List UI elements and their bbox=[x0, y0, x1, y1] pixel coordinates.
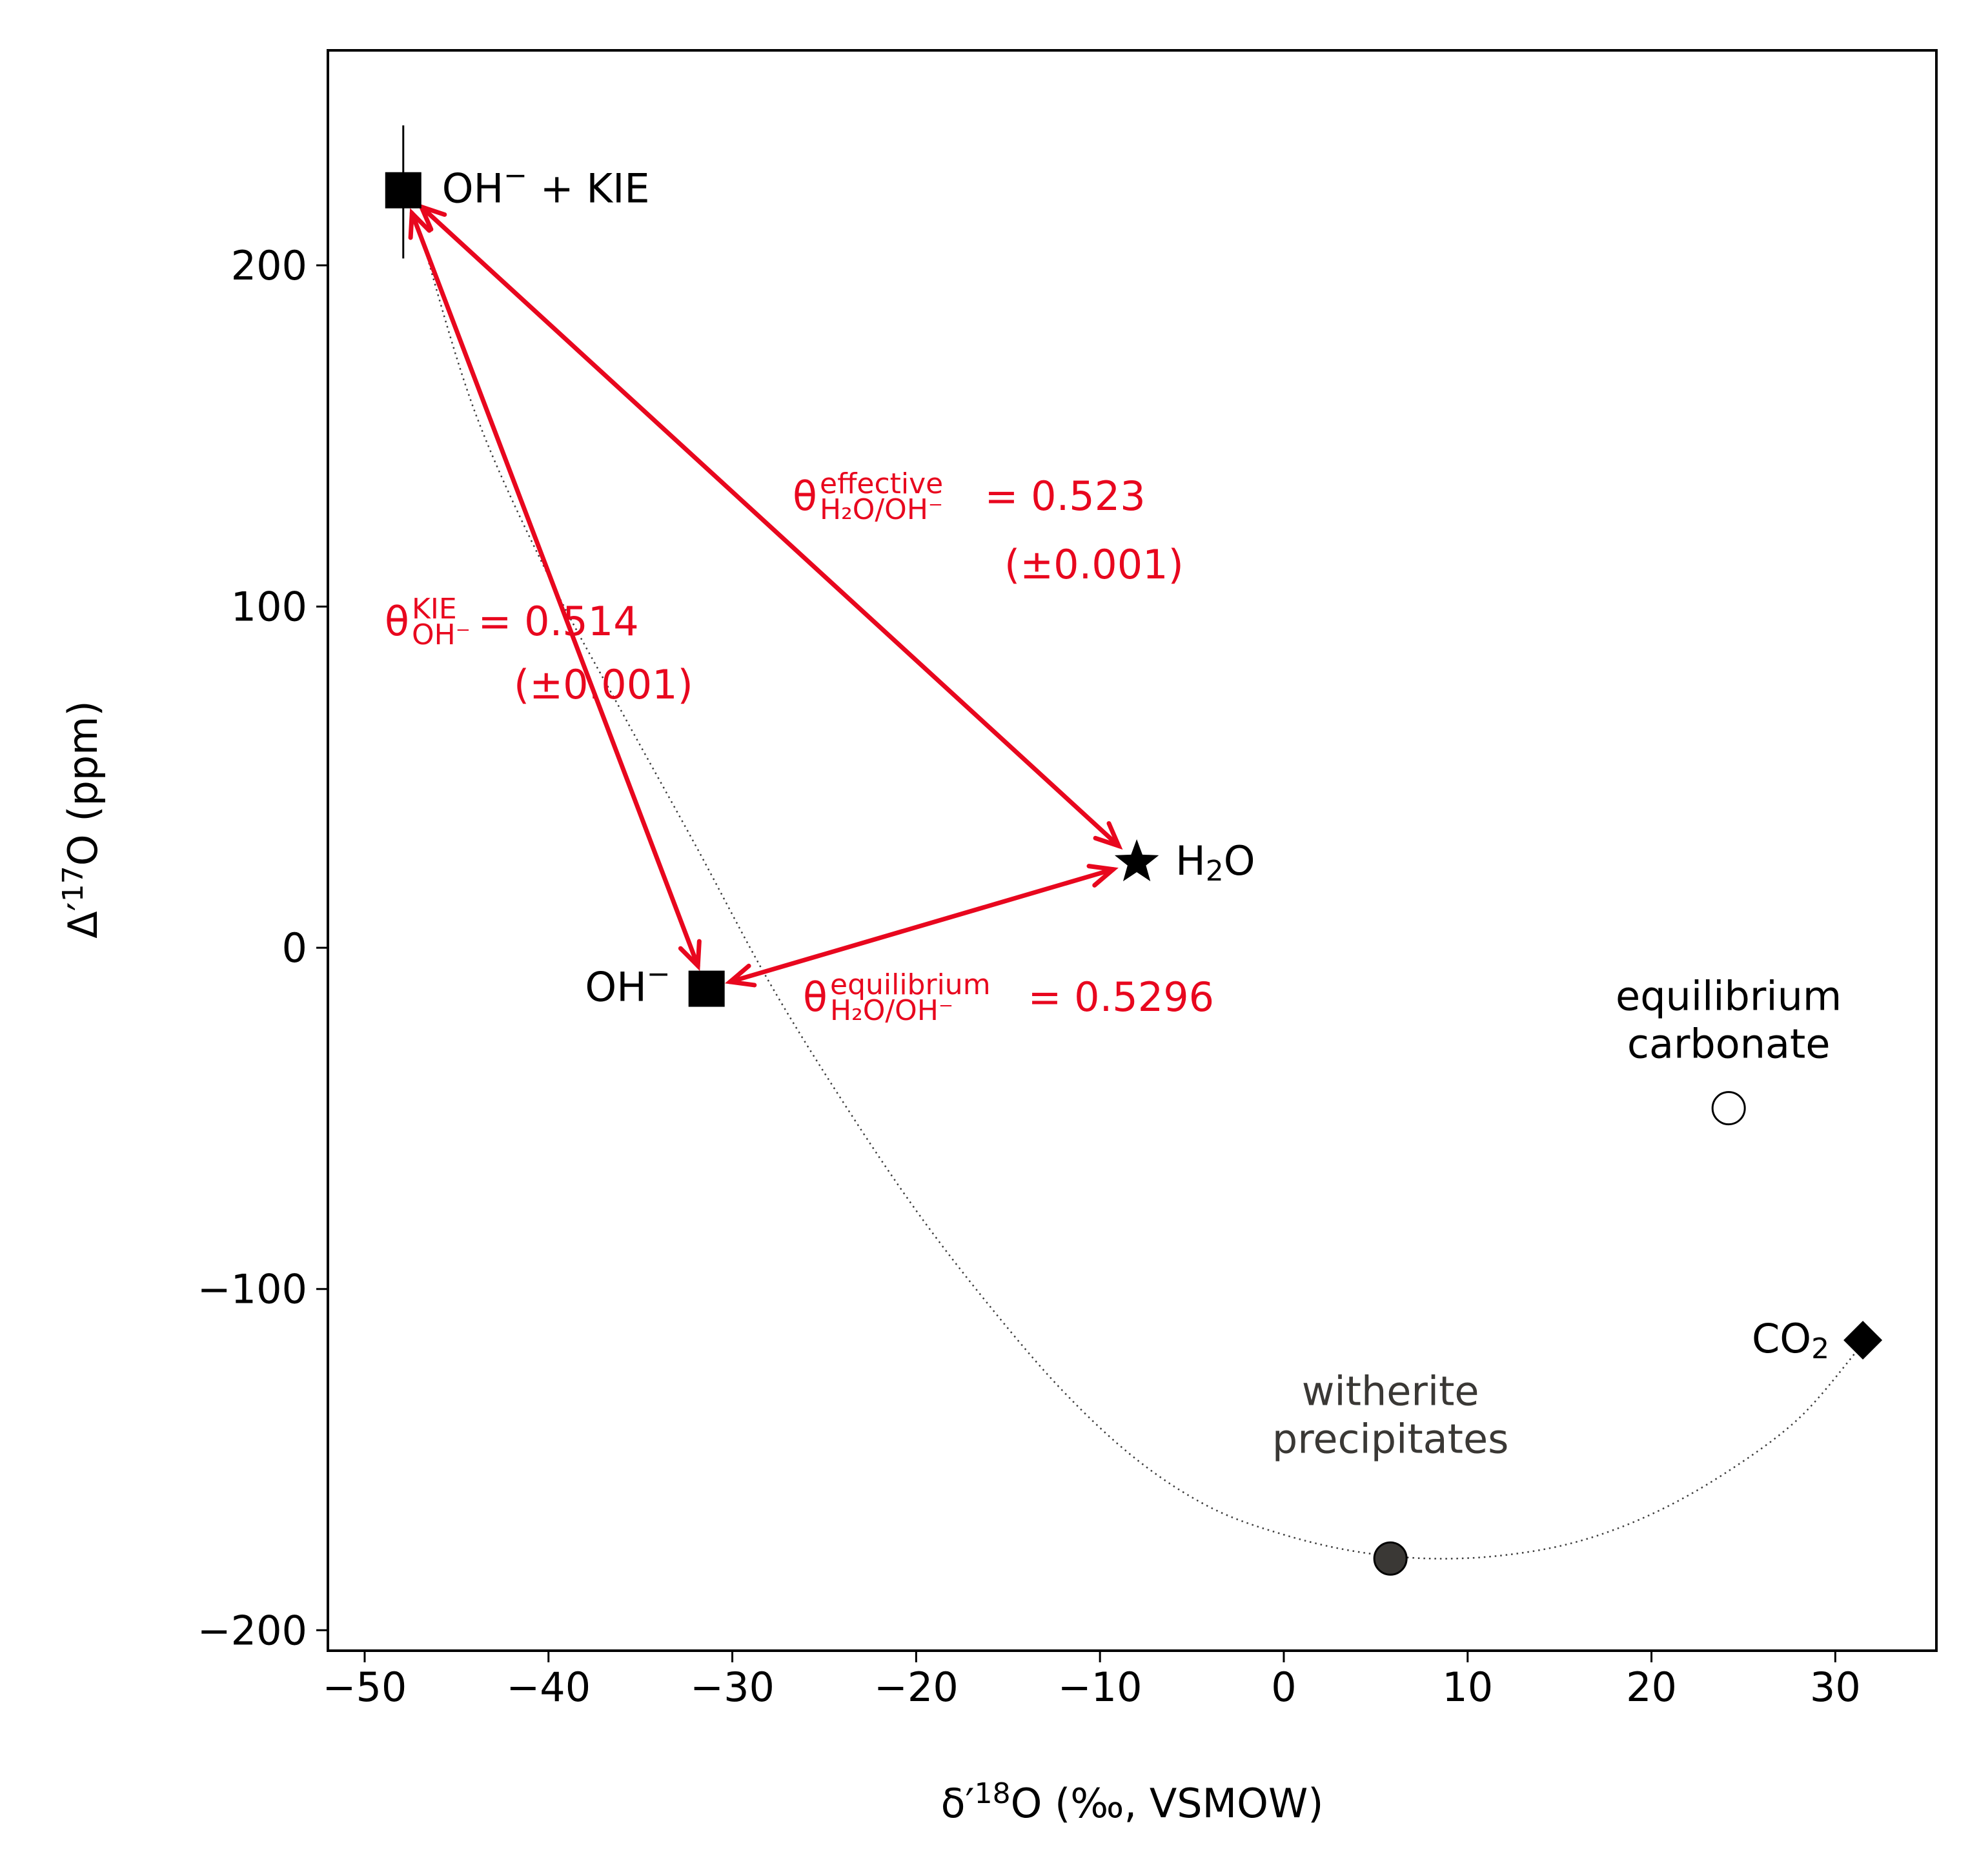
label-h2o-base: H bbox=[1175, 837, 1206, 884]
x-axis-title-sup: 18 bbox=[975, 1777, 1011, 1810]
annotation-theta-effective-value: = 0.523 bbox=[985, 473, 1146, 520]
arrow-equilibrium-head-start bbox=[724, 963, 757, 988]
annotation-theta-kie-symbol: θ bbox=[385, 598, 409, 645]
arrow-kie bbox=[409, 210, 700, 968]
label-oh-sup: − bbox=[647, 958, 671, 991]
label-co2-base: CO bbox=[1752, 1315, 1811, 1362]
x-tick-label: 20 bbox=[1626, 1664, 1677, 1711]
annotation-theta-effective-sup: effective bbox=[820, 467, 943, 500]
label-eq-carbonate-line-1: carbonate bbox=[1627, 1021, 1831, 1068]
arrow-equilibrium-head-end bbox=[1086, 864, 1119, 888]
y-tick-label: −100 bbox=[198, 1266, 307, 1313]
x-tick-label: 0 bbox=[1271, 1664, 1296, 1711]
annotation-theta-effective-sub: H₂O/OH⁻ bbox=[820, 493, 943, 526]
arrow-equilibrium bbox=[727, 867, 1116, 984]
mixing-curve-layer bbox=[419, 230, 1858, 1560]
marker-eq-carbonate bbox=[1711, 1091, 1746, 1126]
label-h2o: H2O bbox=[1175, 837, 1255, 888]
y-tick-label: 200 bbox=[231, 242, 307, 289]
annotation-theta-equilibrium: θ bbox=[803, 974, 827, 1021]
arrow-layer bbox=[408, 203, 1123, 988]
label-oh-kie-sup: − bbox=[503, 159, 527, 192]
x-axis-title-post: O (‰, VSMOW) bbox=[1011, 1780, 1324, 1827]
mixing-curve bbox=[419, 230, 1858, 1560]
label-oh: OH− bbox=[585, 958, 670, 1011]
x-axis-title-pre: δ′ bbox=[941, 1780, 975, 1827]
annotation-theta-equilibrium-sup: equilibrium bbox=[830, 968, 991, 1001]
label-oh-kie-base: OH bbox=[442, 165, 503, 212]
annotation-theta-effective-err: (±0.001) bbox=[1004, 541, 1184, 588]
annotation-theta-kie-sup: KIE bbox=[412, 593, 457, 626]
annotation-theta-kie-err: (±0.001) bbox=[514, 661, 693, 708]
plot-frame bbox=[327, 49, 1938, 1652]
arrow-kie-head-start bbox=[678, 939, 702, 972]
marker-h2o bbox=[1114, 839, 1159, 882]
y-axis-title: Δ′17O (ppm) bbox=[57, 700, 107, 939]
annotation-theta-effective: θ bbox=[793, 473, 817, 520]
y-axis-title-pre: Δ′ bbox=[59, 902, 107, 939]
label-oh-kie: OH− + KIE bbox=[442, 159, 650, 212]
y-tick-label: −200 bbox=[198, 1607, 307, 1654]
y-axis-title-sup: 17 bbox=[57, 866, 90, 902]
x-axis-title: δ′18O (‰, VSMOW) bbox=[941, 1777, 1324, 1827]
annotation-theta-equilibrium-sub: H₂O/OH⁻ bbox=[830, 994, 953, 1027]
label-h2o-sub: 2 bbox=[1206, 855, 1224, 888]
label-witherite-line-0: witherite bbox=[1302, 1367, 1479, 1414]
x-tick-label: 30 bbox=[1810, 1664, 1861, 1711]
arrow-effective-head-end bbox=[1093, 821, 1123, 850]
annotation-theta-equilibrium-value: = 0.5296 bbox=[1028, 974, 1215, 1021]
x-tick-label: −10 bbox=[1058, 1664, 1142, 1711]
x-tick-label: −30 bbox=[690, 1664, 775, 1711]
marker-oh-kie bbox=[385, 172, 421, 209]
label-co2: CO2 bbox=[1752, 1315, 1829, 1365]
x-tick-label: −20 bbox=[874, 1664, 959, 1711]
y-tick-label: 100 bbox=[231, 584, 307, 631]
annotation-theta-kie-value: = 0.514 bbox=[478, 598, 639, 645]
x-tick-label: 10 bbox=[1442, 1664, 1493, 1711]
x-tick-label: −40 bbox=[506, 1664, 591, 1711]
label-h2o-post: O bbox=[1224, 837, 1255, 884]
marker-oh bbox=[688, 970, 725, 1007]
label-layer: OH− + KIEH2OOH−CO2equilibriumcarbonatewi… bbox=[385, 159, 1842, 1463]
label-eq-carbonate-line-0: equilibrium bbox=[1616, 973, 1842, 1020]
y-axis-title-post: O (ppm) bbox=[59, 700, 107, 866]
annotation-theta-equilibrium-symbol: θ bbox=[803, 974, 827, 1021]
marker-layer bbox=[385, 125, 1883, 1576]
annotation-theta-kie: θ bbox=[385, 598, 409, 645]
label-witherite-line-1: precipitates bbox=[1272, 1415, 1509, 1462]
y-tick-label: 0 bbox=[282, 924, 307, 972]
label-oh-base: OH bbox=[585, 964, 646, 1011]
arrow-kie-head-end bbox=[408, 208, 432, 240]
annotation-theta-kie-sub: OH⁻ bbox=[412, 618, 471, 651]
label-oh-kie-post: + KIE bbox=[527, 165, 649, 212]
annotation-theta-effective-symbol: θ bbox=[793, 473, 817, 520]
arrow-effective-head-start bbox=[417, 203, 447, 232]
marker-co2 bbox=[1843, 1321, 1883, 1360]
axis-layer: −50 −40 −30 −20 −10 0 10 20 30−200−1000100200δ′1… bbox=[57, 49, 1938, 1827]
arrow-effective bbox=[419, 204, 1121, 848]
x-tick-label: −50 bbox=[323, 1664, 407, 1711]
marker-witherite bbox=[1373, 1541, 1408, 1576]
label-co2-sub: 2 bbox=[1811, 1332, 1829, 1365]
